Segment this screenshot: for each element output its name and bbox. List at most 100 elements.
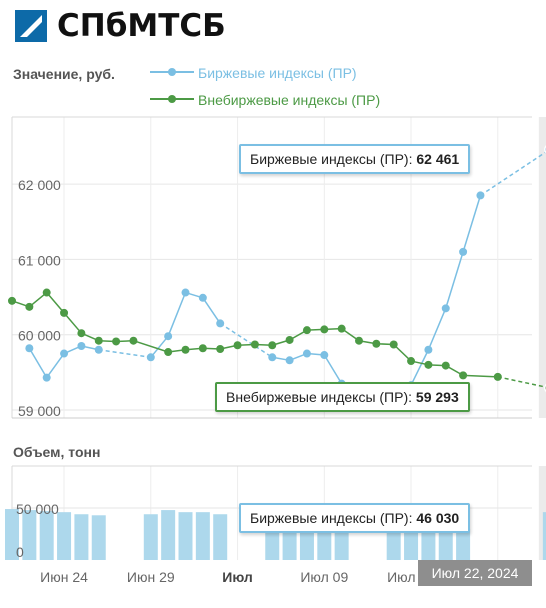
series-exchange-segment xyxy=(28,347,48,379)
series-exchange-point xyxy=(476,191,485,200)
series-otc-point xyxy=(250,340,259,349)
series-otc-point xyxy=(216,345,225,354)
volume-bar xyxy=(404,528,419,560)
series-otc-point xyxy=(181,345,190,354)
series-otc-segment xyxy=(46,292,65,314)
series-exchange-point xyxy=(60,349,69,358)
volume-bar xyxy=(91,515,106,560)
volume-bar xyxy=(178,512,193,560)
series-exchange-point xyxy=(181,288,190,297)
y-tick-label: 59 000 xyxy=(18,403,61,419)
series-otc-point xyxy=(302,326,311,335)
series-otc-point xyxy=(77,329,86,338)
series-exchange-point xyxy=(216,319,225,328)
series-otc-point xyxy=(42,288,51,297)
series-exchange-point xyxy=(146,353,155,362)
series-otc-point xyxy=(441,361,450,370)
volume-bar xyxy=(39,511,54,560)
series-exchange-point xyxy=(459,247,468,256)
series-otc-point xyxy=(459,371,468,380)
tooltip-otc-label: Внебиржевые индексы (ПР): xyxy=(226,389,413,405)
series-otc-segment xyxy=(63,312,82,334)
series-otc-point xyxy=(337,324,346,333)
volume-crosshair-column xyxy=(538,466,546,560)
series-exchange-point xyxy=(285,356,294,365)
tooltip-otc-value: 59 293 xyxy=(415,389,459,405)
series-exchange-point xyxy=(424,345,433,354)
volume-bar xyxy=(438,528,453,560)
series-exchange-segment xyxy=(202,297,221,324)
volume-bar xyxy=(5,509,19,560)
series-exchange-segment xyxy=(167,292,187,337)
series-otc-segment xyxy=(133,340,169,353)
tooltip-exchange-index: Биржевые индексы (ПР): 62 461 xyxy=(239,144,471,174)
volume-bar xyxy=(542,512,546,560)
series-exchange-point xyxy=(320,351,329,360)
volume-y-tick-label: 50 000 xyxy=(16,501,59,517)
y-tick-label: 62 000 xyxy=(18,177,61,193)
volume-bar xyxy=(334,528,349,560)
series-otc-point xyxy=(198,344,207,353)
volume-bar xyxy=(299,528,314,560)
x-tick-label: Июн 24 xyxy=(40,569,88,585)
volume-bar xyxy=(195,512,210,560)
series-exchange-point xyxy=(198,293,207,302)
series-otc-point xyxy=(129,336,138,345)
series-otc-point xyxy=(320,325,329,334)
series-exchange-point xyxy=(302,349,311,358)
series-exchange-point xyxy=(25,344,34,353)
x-tick-label: Июн 29 xyxy=(127,569,175,585)
series-otc-point xyxy=(355,336,363,345)
series-exchange-segment xyxy=(480,151,546,197)
series-otc-point xyxy=(60,308,69,317)
series-exchange-point xyxy=(268,353,277,362)
series-otc-segment xyxy=(497,376,546,388)
tooltip-otc-index: Внебиржевые индексы (ПР): 59 293 xyxy=(215,382,470,412)
series-exchange-point xyxy=(441,304,450,313)
y-tick-label: 61 000 xyxy=(18,252,61,268)
series-otc-point xyxy=(94,336,103,345)
series-otc-segment xyxy=(463,374,498,378)
series-exchange-point xyxy=(164,332,173,341)
volume-bar xyxy=(57,512,72,560)
brand-logo-mark xyxy=(15,10,47,42)
series-exchange-point xyxy=(94,345,103,354)
series-exchange-segment xyxy=(98,349,151,359)
series-otc-point xyxy=(372,339,381,348)
tooltip-volume-value: 46 030 xyxy=(416,510,460,526)
series-otc-point xyxy=(407,357,416,366)
volume-bar xyxy=(421,528,436,560)
volume-bar xyxy=(265,528,280,560)
tooltip-exchange-value: 62 461 xyxy=(416,151,460,167)
volume-bar xyxy=(22,510,37,560)
x-tick-label: Июл xyxy=(222,569,253,585)
y-tick-label: 60 000 xyxy=(18,328,61,344)
series-otc-point xyxy=(389,340,398,349)
series-otc-point xyxy=(424,360,433,369)
series-exchange-segment xyxy=(445,251,464,309)
legend-label-otc-index: Внебиржевые индексы (ПР) xyxy=(198,92,381,108)
series-exchange-point xyxy=(42,373,51,382)
series-otc-point xyxy=(112,337,121,346)
x-tick-label: Июл 09 xyxy=(300,569,348,585)
volume-bar xyxy=(143,514,158,560)
legend-label-exchange-index: Биржевые индексы (ПР) xyxy=(198,65,357,81)
volume-bar xyxy=(74,514,89,560)
series-otc-point xyxy=(25,302,34,311)
tooltip-volume-label: Биржевые индексы (ПР): xyxy=(250,510,413,526)
crosshair-date-label: Июл 22, 2024 xyxy=(418,560,532,586)
series-exchange-segment xyxy=(219,322,273,358)
volume-bar xyxy=(282,528,297,560)
volume-bar xyxy=(386,528,401,560)
legend-line-marker-icon xyxy=(150,95,194,103)
tooltip-exchange-label: Биржевые индексы (ПР): xyxy=(250,151,413,167)
volume-y-tick-label: 0 xyxy=(16,544,24,560)
series-exchange-segment xyxy=(150,335,169,358)
series-otc-point xyxy=(164,348,173,357)
volume-bar xyxy=(161,510,176,560)
series-otc-point xyxy=(268,341,277,350)
series-exchange-point xyxy=(77,341,86,350)
volume-bar xyxy=(456,528,471,560)
